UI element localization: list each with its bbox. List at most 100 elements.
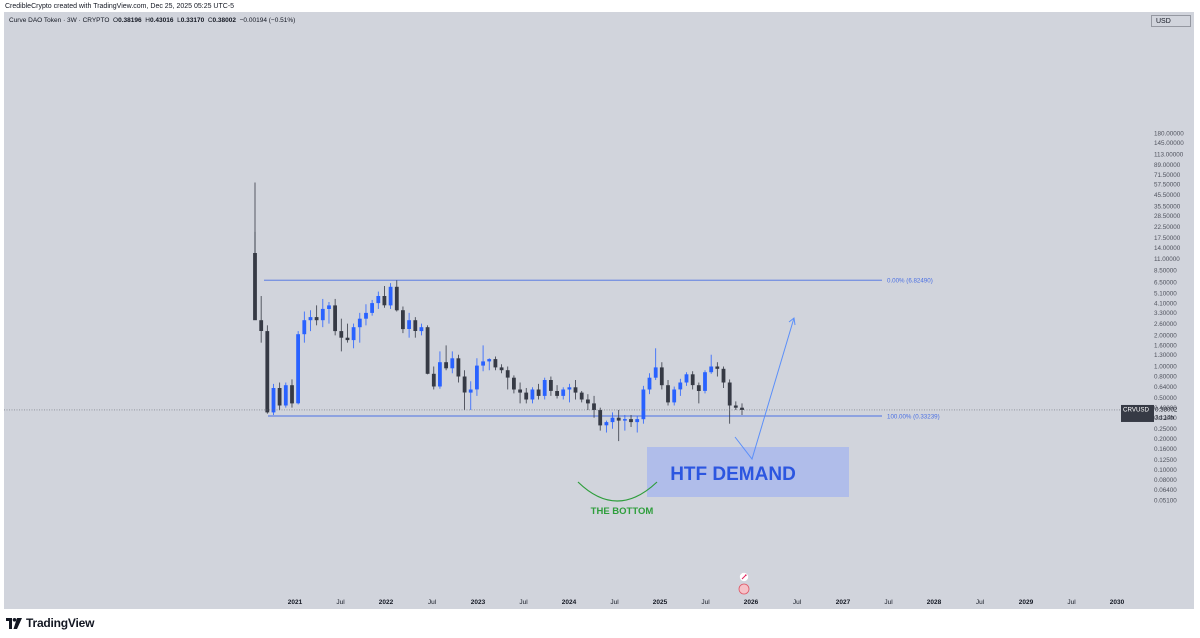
last-price-symbol: CRVUSD <box>1123 406 1150 413</box>
candle-body <box>438 362 442 387</box>
candle-body <box>444 362 448 369</box>
price-tick-label: 0.05100 <box>1154 497 1177 504</box>
candle-body <box>450 358 455 369</box>
candle-body <box>721 368 726 383</box>
symbol-description: Curve DAO Token · 3W · CRYPTO <box>9 17 110 24</box>
candle-body <box>327 305 331 309</box>
candle-body <box>573 387 578 393</box>
candle-body <box>296 334 300 404</box>
tradingview-logo-icon <box>6 617 22 629</box>
time-tick-label: Jul <box>701 599 710 606</box>
candle-body <box>740 407 744 410</box>
last-price-value: 0.38002 <box>1155 406 1178 413</box>
price-tick-label: 0.50000 <box>1154 395 1177 402</box>
candle-body <box>413 320 418 331</box>
last-price-countdown: 3d 14h <box>1155 414 1174 421</box>
candle-body <box>259 320 264 331</box>
price-tick-label: 0.80000 <box>1154 374 1177 381</box>
price-tick-label: 89.00000 <box>1154 162 1181 169</box>
candle-body <box>733 405 738 408</box>
tradingview-logo[interactable]: TradingView <box>6 616 94 630</box>
projection-arrowhead <box>788 317 796 326</box>
price-tick-label: 5.10000 <box>1154 291 1177 298</box>
ohlc-legend: Curve DAO Token · 3W · CRYPTO O0.38196 H… <box>9 17 295 24</box>
price-tick-label: 6.50000 <box>1154 280 1177 287</box>
candle-body <box>616 417 621 421</box>
candle-body <box>659 367 664 386</box>
candle-body <box>579 392 584 400</box>
candle-body <box>604 422 609 426</box>
candle-body <box>462 376 467 393</box>
the-bottom-label: THE BOTTOM <box>591 506 654 517</box>
time-tick-label: 2024 <box>562 599 577 606</box>
price-tick-label: 113.00000 <box>1154 151 1184 158</box>
fib-level-label: 0.00% (6.82490) <box>887 278 933 285</box>
bottom-arc <box>577 481 658 502</box>
price-tick-label: 0.32000 <box>1154 415 1177 422</box>
time-tick-label: Jul <box>610 599 619 606</box>
candle-body <box>345 337 350 341</box>
candle-body <box>518 389 522 393</box>
open-value: 0.38196 <box>118 17 142 24</box>
price-tick-label: 57.50000 <box>1154 182 1181 189</box>
candle-body <box>629 419 633 423</box>
time-tick-label: 2023 <box>471 599 486 606</box>
candle-body <box>339 331 344 338</box>
open-label: O <box>113 17 119 24</box>
htf-demand-zone <box>647 447 849 497</box>
price-tick-label: 17.50000 <box>1154 235 1181 242</box>
price-tick-label: 1.00000 <box>1154 364 1177 371</box>
candle-body <box>623 419 627 421</box>
time-tick-label: 2026 <box>744 599 759 606</box>
candle-body <box>647 377 652 390</box>
chart-credit: CredibleCrypto created with TradingView.… <box>5 3 235 10</box>
candle-body <box>530 389 535 400</box>
close-value: 0.38002 <box>212 17 237 24</box>
price-tick-label: 28.50000 <box>1154 213 1181 220</box>
candle-body <box>419 327 424 332</box>
price-tick-label: 0.20000 <box>1154 436 1177 443</box>
candle-body <box>690 374 695 386</box>
price-tick-label: 45.50000 <box>1154 192 1181 199</box>
candle-body <box>376 296 381 304</box>
candle-body <box>370 303 374 313</box>
candle-body <box>431 373 436 387</box>
event-marker-glyph <box>741 574 747 580</box>
candle-body <box>703 372 707 391</box>
price-tick-label: 0.06400 <box>1154 487 1177 494</box>
candle-body <box>382 296 387 306</box>
low-label: L <box>177 17 181 24</box>
candle-body <box>653 367 658 378</box>
tradingview-brand: TradingView <box>26 616 95 630</box>
candle-body <box>394 286 399 311</box>
candle-body <box>425 327 430 374</box>
price-tick-label: 3.30000 <box>1154 310 1177 317</box>
time-tick-label: 2025 <box>653 599 668 606</box>
candle-body <box>536 389 541 396</box>
candle-body <box>561 389 566 396</box>
high-label: H <box>145 17 150 24</box>
candle-body <box>277 388 282 406</box>
candle-body <box>388 286 393 306</box>
candle-body <box>542 380 547 396</box>
candle-body <box>709 366 714 373</box>
candle-body <box>549 380 553 391</box>
price-tick-label: 145.00000 <box>1154 140 1184 147</box>
chart-pane[interactable] <box>4 12 1194 609</box>
candle-body <box>253 253 257 321</box>
candle-body <box>271 388 276 413</box>
candle-body <box>586 399 590 404</box>
candle-body <box>320 308 325 321</box>
time-tick-label: 2028 <box>927 599 942 606</box>
candle-body <box>290 385 294 404</box>
candle-body <box>610 417 615 423</box>
currency-selector[interactable]: USD <box>1151 15 1191 27</box>
time-tick-label: Jul <box>519 599 528 606</box>
candle-body <box>468 389 473 393</box>
time-tick-label: Jul <box>976 599 985 606</box>
price-tick-label: 14.00000 <box>1154 245 1181 252</box>
candle-body <box>357 318 362 328</box>
price-tick-label: 35.50000 <box>1154 203 1181 210</box>
candle-body <box>666 385 670 403</box>
